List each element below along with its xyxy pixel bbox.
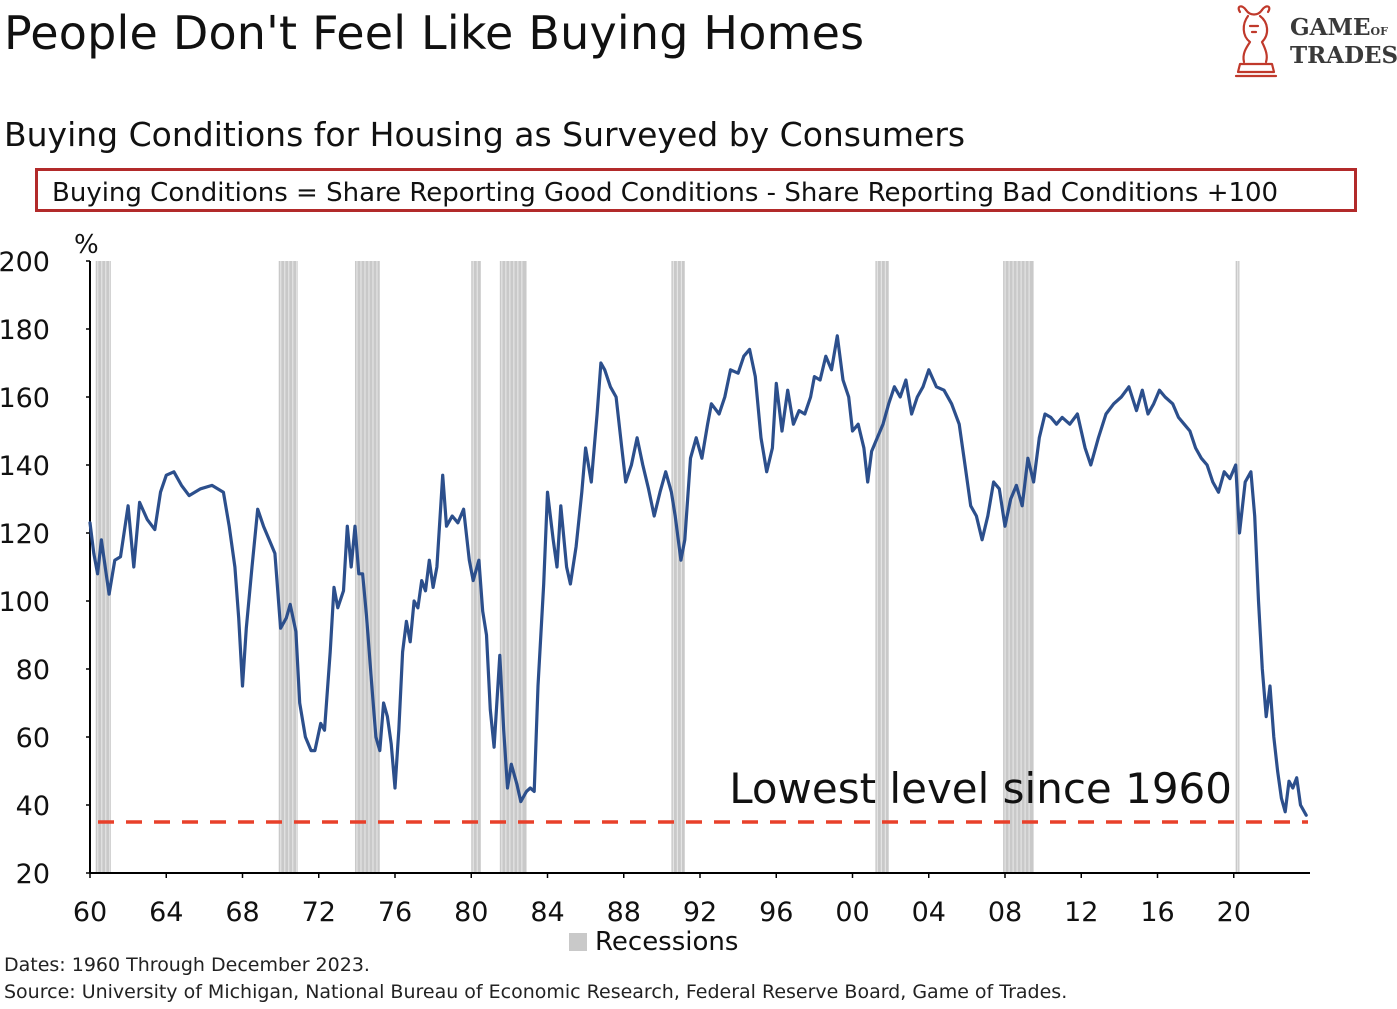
logo-text-of: OF (1370, 25, 1388, 38)
formula-text: Buying Conditions = Share Reporting Good… (52, 178, 1279, 208)
page-title: People Don't Feel Like Buying Homes (4, 6, 865, 60)
lowest-level-annotation: Lowest level since 1960 (729, 764, 1232, 813)
y-tick-label: 100 (0, 587, 50, 618)
recessions-legend-swatch (569, 933, 587, 951)
x-tick-label: 80 (454, 897, 488, 928)
x-tick-label: 20 (1217, 897, 1251, 928)
recession-band (278, 261, 298, 873)
recessions-legend-label: Recessions (595, 927, 738, 955)
y-tick-label: 40 (16, 791, 50, 822)
y-tick-label: 20 (16, 859, 50, 890)
x-tick-label: 04 (912, 897, 946, 928)
footer-dates: Dates: 1960 Through December 2023. (4, 954, 370, 976)
bull-knight-chess-icon (1234, 5, 1278, 78)
x-tick-label: 92 (683, 897, 717, 928)
footer-source: Source: University of Michigan, National… (4, 981, 1068, 1003)
x-tick-label: 88 (607, 897, 641, 928)
y-tick-label: 60 (16, 723, 50, 754)
logo-text-game: GAME (1290, 14, 1371, 41)
x-tick-label: 00 (835, 897, 869, 928)
x-tick-label: 72 (302, 897, 336, 928)
y-axis-unit-label: % (74, 230, 99, 260)
recession-band-fill (499, 261, 527, 873)
x-tick-label: 64 (149, 897, 183, 928)
chart-subtitle: Buying Conditions for Housing as Surveye… (4, 115, 966, 154)
x-tick-label: 12 (1064, 897, 1098, 928)
y-axis-ticks: 200 180 160 140 120 100 80 60 40 20 (0, 247, 90, 890)
formula-box: Buying Conditions = Share Reporting Good… (35, 168, 1357, 212)
y-tick-label: 80 (16, 655, 50, 686)
x-tick-label: 60 (73, 897, 107, 928)
x-tick-label: 96 (759, 897, 793, 928)
logo-text-trades: TRADES (1290, 42, 1397, 69)
y-tick-label: 180 (0, 315, 50, 346)
buying-conditions-series-line (88, 334, 1308, 817)
game-of-trades-logo: GAMEOF TRADES (1228, 2, 1397, 82)
y-tick-label: 160 (0, 383, 50, 414)
x-axis-ticks: 60 64 68 72 76 80 84 88 92 96 00 04 08 12 16 20 (73, 873, 1251, 928)
x-tick-label: 68 (225, 897, 259, 928)
recession-band (671, 261, 685, 873)
recession-band (499, 261, 527, 873)
x-tick-label: 76 (378, 897, 412, 928)
y-tick-label: 200 (0, 247, 50, 278)
recession-band-fill (95, 261, 111, 873)
y-tick-label: 120 (0, 519, 50, 550)
x-tick-label: 08 (988, 897, 1022, 928)
recession-band (1003, 261, 1034, 873)
x-tick-label: 84 (530, 897, 564, 928)
buying-conditions-chart: 200 180 160 140 120 100 80 60 40 20 60 64 68 72 76 80 8… (0, 230, 1310, 955)
x-tick-label: 16 (1140, 897, 1174, 928)
recession-band (1235, 261, 1240, 873)
y-tick-label: 140 (0, 451, 50, 482)
